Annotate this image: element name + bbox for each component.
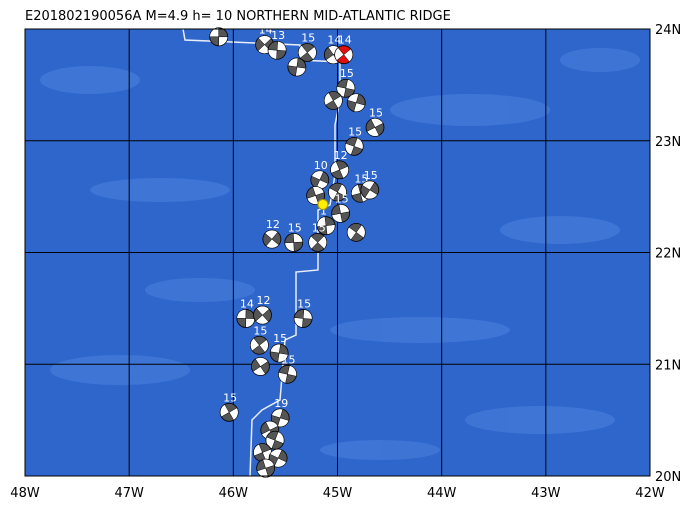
focal-mechanism <box>256 458 276 478</box>
beachball-dilatation <box>209 27 228 47</box>
beachball-dilatation <box>264 229 280 249</box>
depth-label: 14 <box>338 34 352 47</box>
beachball-dilatation <box>252 357 269 376</box>
beachball-dilatation <box>298 45 317 60</box>
beachball-dilatation <box>219 404 239 421</box>
beachball-dilatation <box>344 137 364 156</box>
beachball-dilatation <box>250 337 269 353</box>
depth-label: 15 <box>364 169 378 182</box>
beachball-dilatation <box>287 57 307 77</box>
focal-mechanism <box>331 203 351 223</box>
x-tick-label: 43W <box>531 486 561 501</box>
beachball-dilatation <box>293 309 313 328</box>
depth-label: 15 <box>369 106 383 119</box>
depth-label: 13 <box>271 29 285 42</box>
depth-label: 15 <box>301 31 315 44</box>
depth-label: 19 <box>274 397 288 410</box>
focal-mechanism <box>265 430 285 450</box>
beachball-dilatation <box>278 365 297 384</box>
depth-label: 15 <box>282 353 296 366</box>
depth-label: 10 <box>314 159 328 172</box>
focal-mechanism <box>249 335 269 355</box>
focal-mechanism <box>308 233 328 252</box>
y-tick-label: 23N <box>655 135 681 150</box>
x-tick-label: 45W <box>323 486 353 501</box>
y-tick-label: 20N <box>655 470 681 485</box>
beachball-dilatation <box>324 92 343 109</box>
depth-label: 14 <box>259 24 273 37</box>
depth-label: 15 <box>253 324 267 337</box>
x-tick-label: 42W <box>635 486 665 501</box>
focal-mechanism <box>287 57 307 77</box>
focal-mechanism <box>365 117 385 137</box>
focal-mechanism <box>251 357 270 376</box>
focal-mechanism <box>293 309 313 328</box>
y-tick-label: 22N <box>655 247 681 262</box>
x-tick-label: 48W <box>10 486 40 501</box>
frame <box>24 28 651 477</box>
depth-label: 15 <box>223 391 237 404</box>
focal-mechanism <box>268 448 288 468</box>
focal-mechanism <box>269 343 289 363</box>
beachball-dilatation <box>328 183 347 201</box>
focal-mechanism <box>346 222 366 242</box>
focal-mechanism <box>328 182 347 202</box>
beachball-dilatation <box>334 47 353 63</box>
bathymetry <box>40 48 640 460</box>
depth-label: 1 <box>320 205 327 218</box>
focal-mechanism <box>253 305 272 325</box>
beachball-dilatation <box>265 431 285 449</box>
focal-mechanism <box>310 170 330 190</box>
focal-mechanism <box>267 40 287 60</box>
depth-label: 15 <box>273 332 287 345</box>
focal-mechanism <box>284 233 304 252</box>
focal-mechanism <box>323 91 343 110</box>
beachball-dilatation <box>255 305 270 325</box>
beachball-dilatation <box>331 204 350 223</box>
focal-mechanism <box>330 160 349 180</box>
focal-mechanism <box>209 27 229 47</box>
focal-mechanism <box>344 136 364 156</box>
focal-mechanism <box>236 309 256 328</box>
depth-label: 15 <box>297 297 311 310</box>
focal-mechanism <box>297 43 317 62</box>
depth-label: 15 <box>288 221 302 234</box>
beachball-dilatation <box>284 233 303 252</box>
focal-mechanism <box>316 216 336 236</box>
x-tick-label: 44W <box>427 486 457 501</box>
beachball-dilatation <box>361 180 378 200</box>
focal-mechanism <box>262 229 282 249</box>
y-tick-label: 21N <box>655 358 681 373</box>
focal-mechanism <box>334 45 354 65</box>
beachball-dilatation <box>366 118 384 137</box>
focal-mechanism <box>278 364 297 384</box>
beachball-dilatation <box>316 216 336 235</box>
x-tick-label: 46W <box>219 486 249 501</box>
beachball-dilatation <box>267 41 287 60</box>
beachball-dilatation <box>270 343 289 363</box>
centroid <box>317 198 329 210</box>
focal-mechanism <box>219 402 239 422</box>
beachball-dilatation <box>347 224 366 241</box>
depth-label: 15 <box>335 192 349 205</box>
depth-label: 14 <box>327 34 341 47</box>
title: E201802190056A M=4.9 h= 10 NORTHERN MID-… <box>25 9 451 24</box>
depth-label: 12 <box>257 294 271 307</box>
beachball-dilatation <box>347 93 366 112</box>
beachball-dilatation <box>330 161 349 179</box>
focal-mechanism <box>346 93 366 113</box>
x-tick-label: 47W <box>114 486 144 501</box>
depth-label: 15 <box>340 67 354 80</box>
y-tick-label: 24N <box>655 23 681 38</box>
depth-label: 12 <box>334 149 348 162</box>
focal-mechanism <box>306 186 326 205</box>
depth-label: 12 <box>266 218 280 231</box>
depth-label: 15 <box>312 221 326 234</box>
beachball-dilatation <box>308 235 327 250</box>
depth-label: 12 <box>213 16 227 29</box>
focal-mechanism <box>360 180 380 200</box>
depth-label: 14 <box>240 297 254 310</box>
depth-label: 15 <box>348 125 362 138</box>
